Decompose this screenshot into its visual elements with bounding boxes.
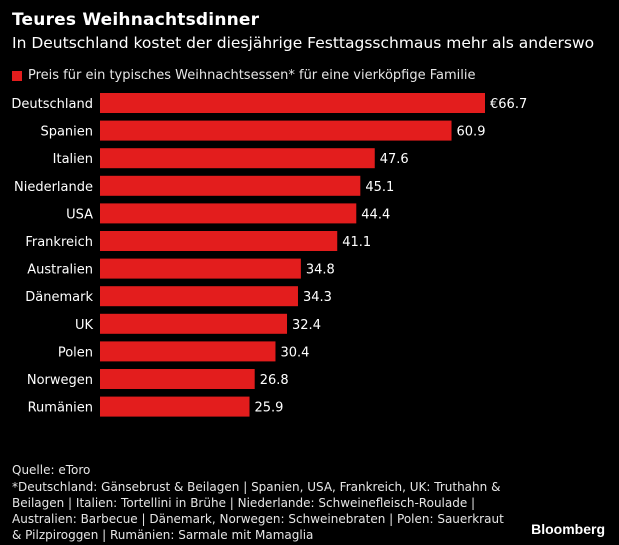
value-label: €66.7 [490, 97, 527, 112]
category-label: UK [75, 318, 94, 333]
category-label: Deutschland [11, 97, 93, 112]
value-label: 30.4 [280, 345, 309, 360]
bloomberg-logo: Bloomberg [531, 521, 605, 537]
chart-subtitle: In Deutschland kostet der diesjährige Fe… [12, 34, 595, 52]
category-label: Dänemark [25, 290, 93, 305]
footnote: *Deutschland: Gänsebrust & Beilagen | Sp… [12, 480, 504, 542]
value-label: 34.3 [303, 290, 332, 305]
legend-label: Preis für ein typisches Weihnachtsessen*… [28, 68, 476, 83]
value-label: 26.8 [260, 373, 289, 388]
bar [100, 313, 288, 334]
value-label: 25.9 [254, 401, 283, 416]
category-label: Frankreich [25, 235, 93, 250]
category-label: Niederlande [14, 180, 93, 195]
value-label: 60.9 [457, 125, 486, 140]
legend: Preis für ein typisches Weihnachtsessen*… [12, 68, 476, 83]
source-note: Quelle: eToro [12, 463, 91, 477]
bar [100, 286, 298, 307]
chart-title: Teures Weihnachtsdinner [12, 10, 260, 30]
category-label: Rumänien [28, 401, 93, 416]
value-label: 47.6 [380, 152, 409, 167]
category-label: USA [66, 207, 93, 222]
value-label: 44.4 [361, 207, 390, 222]
bar [100, 341, 276, 362]
bar [100, 120, 452, 141]
legend-swatch [12, 70, 22, 81]
value-label: 45.1 [365, 180, 394, 195]
bar [100, 231, 338, 251]
bar [100, 258, 301, 279]
category-label: Spanien [40, 125, 93, 140]
category-label: Australien [27, 263, 93, 278]
value-label: 41.1 [342, 235, 371, 250]
category-label: Polen [58, 345, 93, 360]
bar [100, 203, 357, 224]
bar [100, 175, 361, 196]
bar [100, 148, 375, 169]
category-label: Italien [53, 152, 93, 167]
category-label: Norwegen [27, 373, 93, 388]
value-label: 32.4 [292, 318, 321, 333]
bar [100, 93, 485, 113]
value-label: 34.8 [306, 263, 335, 278]
bar [100, 369, 255, 389]
bar [100, 396, 250, 417]
